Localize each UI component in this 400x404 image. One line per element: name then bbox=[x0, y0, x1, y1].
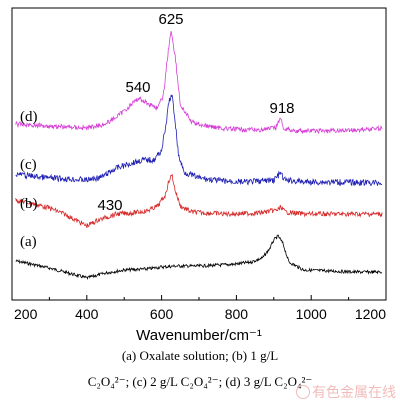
x-tick-label-200: 200 bbox=[14, 306, 38, 322]
series-line-c bbox=[15, 94, 383, 187]
x-tick-label-800: 800 bbox=[225, 306, 249, 322]
series-line-a bbox=[15, 234, 383, 281]
x-tick-label-400: 400 bbox=[75, 306, 99, 322]
x-tick-label-1200: 1200 bbox=[355, 306, 386, 322]
series-layer bbox=[15, 31, 383, 281]
watermark-logo-icon bbox=[296, 385, 310, 399]
series-label-b: (b) bbox=[20, 196, 38, 212]
series-label-c: (c) bbox=[20, 157, 37, 173]
plot-frame bbox=[11, 7, 387, 301]
watermark: 有色金属在线 bbox=[296, 382, 396, 402]
x-tick-label-1000: 1000 bbox=[296, 306, 327, 322]
x-tick-label-600: 600 bbox=[150, 306, 174, 322]
caption-line-2: C₂O₄²⁻; (c) 2 g/L C₂O₄²⁻; (d) 3 g/L C₂O₄… bbox=[87, 374, 313, 389]
series-label-a: (a) bbox=[20, 234, 37, 250]
watermark-text: 有色金属在线 bbox=[312, 385, 396, 401]
peak-label-625: 625 bbox=[158, 11, 183, 28]
series-line-b bbox=[15, 173, 383, 229]
caption-line-1: (a) Oxalate solution; (b) 1 g/L bbox=[121, 348, 279, 363]
series-line-d bbox=[15, 31, 383, 135]
ticks-layer: 200 400 600 800 1000 1200 bbox=[11, 295, 387, 322]
peak-label-430: 430 bbox=[97, 197, 122, 214]
x-axis-label: Wavenumber/cm⁻¹ bbox=[136, 327, 262, 344]
peak-label-540: 540 bbox=[125, 79, 150, 96]
peak-label-918: 918 bbox=[269, 100, 294, 117]
series-label-d: (d) bbox=[20, 109, 38, 125]
